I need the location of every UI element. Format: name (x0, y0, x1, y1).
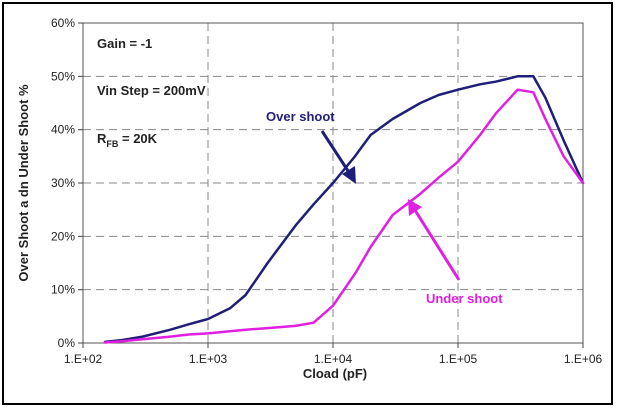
y-tick-label: 10% (51, 283, 75, 297)
y-tick-label: 40% (51, 123, 75, 137)
annotation-vin-step: Vin Step = 200mV (97, 83, 206, 98)
series-line-under-shoot (103, 88, 585, 344)
y-tick-label: 0% (58, 336, 76, 350)
x-axis-label: Cload (pF) (303, 366, 367, 381)
y-axis-label: Over Shoot a dn Under Shoot % (16, 84, 31, 282)
arrow-over-shoot (320, 130, 356, 184)
y-tick-label: 50% (51, 69, 75, 83)
annotation-rfb-sub: FB (106, 139, 118, 149)
series-group (103, 75, 585, 344)
chart: 0%10%20%30%40%50%60% 1.E+02 1.E+03 1.E+04 1… (16, 16, 603, 381)
x-tick-label: 1.E+02 (64, 352, 103, 366)
y-tick-label: 60% (51, 16, 75, 30)
x-tick-label: 1.E+05 (439, 352, 478, 366)
y-tick-label: 30% (51, 176, 75, 190)
x-axis-ticks: 1.E+02 1.E+03 1.E+04 1.E+05 1.E+06 (64, 343, 603, 366)
y-axis-ticks: 0% 10% 20% 30% 40% 50% 60% (51, 16, 83, 350)
annotation-rfb-r: R (97, 131, 107, 146)
x-tick-label: 1.E+06 (564, 352, 603, 366)
arrow-under-shoot (408, 199, 461, 281)
annotation-rfb-value: = 20K (118, 131, 157, 146)
series-label-over-shoot: Over shoot (266, 109, 335, 124)
x-tick-label: 1.E+03 (189, 352, 228, 366)
annotation-gain: Gain = -1 (97, 36, 152, 51)
series-line-over-shoot (103, 75, 585, 344)
x-tick-label: 1.E+04 (314, 352, 353, 366)
series-label-under-shoot: Under shoot (426, 291, 503, 306)
annotation-rfb: RFB = 20K (97, 131, 158, 149)
y-tick-label: 20% (51, 229, 75, 243)
chart-frame: 0% 10% 20% 30% 40% 50% 60% 1.E+02 1.E+03 1.E+04 1… (2, 2, 613, 405)
